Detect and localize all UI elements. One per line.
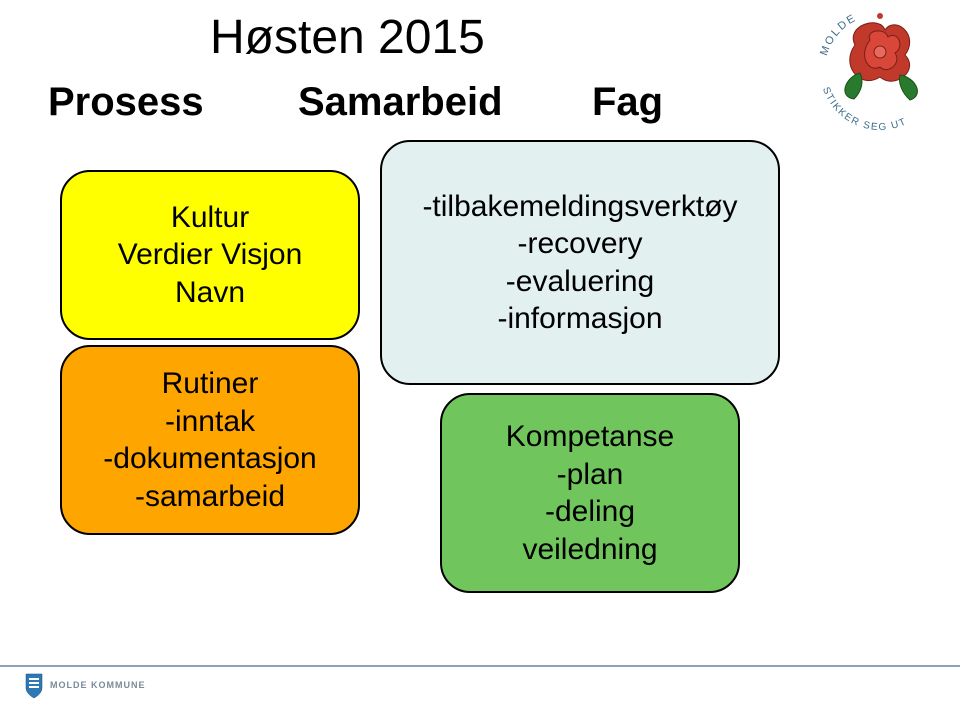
logo-text-bottom: STIKKER SEG UT: [820, 86, 909, 134]
heading-samarbeid: Samarbeid: [298, 80, 503, 125]
box-kompetanse-line3: -deling: [545, 493, 635, 531]
box-kompetanse-line4: veiledning: [522, 531, 657, 569]
box-kompetanse-line1: Kompetanse: [506, 418, 674, 456]
footer-label: MOLDE KOMMUNE: [50, 680, 146, 690]
box-kultur-line1: Kultur: [171, 199, 249, 237]
heading-fag: Fag: [592, 80, 663, 125]
box-kultur: Kultur Verdier Visjon Navn: [60, 170, 360, 340]
box-rutiner-line4: -samarbeid: [135, 478, 285, 516]
box-kultur-line2: Verdier Visjon: [118, 236, 303, 274]
box-tilbakemelding-line2: -recovery: [517, 225, 642, 263]
box-rutiner: Rutiner -inntak -dokumentasjon -samarbei…: [60, 345, 360, 535]
box-kompetanse: Kompetanse -plan -deling veiledning: [440, 393, 740, 593]
box-tilbakemelding-line4: -informasjon: [497, 300, 662, 338]
box-rutiner-line1: Rutiner: [162, 365, 259, 403]
box-kompetanse-line2: -plan: [557, 456, 624, 494]
footer-divider: [0, 665, 960, 667]
rose-logo: MOLDE STIKKER SEG UT: [800, 0, 960, 140]
svg-text:STIKKER SEG UT: STIKKER SEG UT: [820, 86, 909, 134]
slide: Høsten 2015 Prosess Samarbeid Fag Kompet…: [0, 0, 960, 712]
box-tilbakemelding-line3: -evaluering: [506, 263, 654, 301]
heading-prosess: Prosess: [48, 80, 204, 125]
box-kultur-line3: Navn: [175, 274, 245, 312]
slide-title: Høsten 2015: [210, 10, 485, 65]
box-tilbakemelding: -tilbakemeldingsverktøy -recovery -evalu…: [380, 140, 780, 385]
footer-logo: MOLDE KOMMUNE: [22, 672, 192, 705]
box-tilbakemelding-line1: -tilbakemeldingsverktøy: [422, 188, 737, 226]
box-rutiner-line3: -dokumentasjon: [103, 440, 316, 478]
box-rutiner-line2: -inntak: [165, 403, 255, 441]
